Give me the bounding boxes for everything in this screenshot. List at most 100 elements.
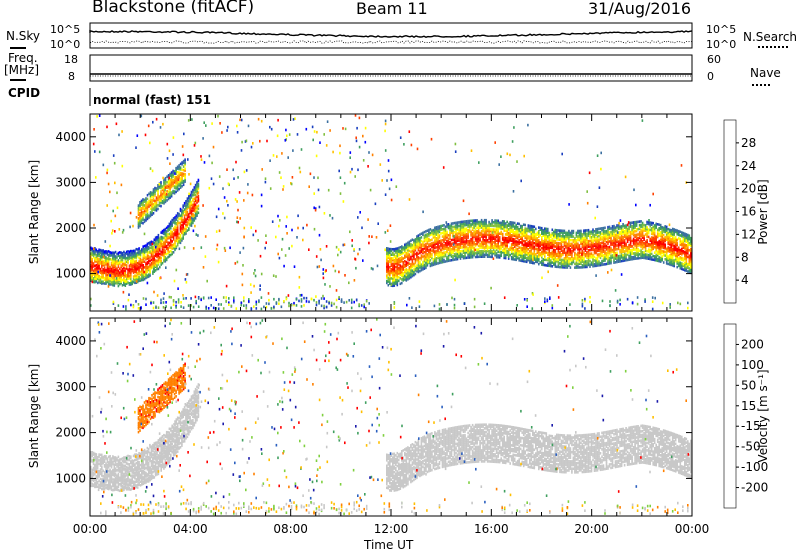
scatter-cell xyxy=(434,257,436,261)
scatter-cell xyxy=(602,246,605,250)
scatter-cell xyxy=(566,264,569,267)
scatter-cell xyxy=(172,175,174,178)
scatter-cell xyxy=(170,233,172,237)
scatter-cell xyxy=(592,248,594,252)
scatter-cell xyxy=(470,248,472,252)
scatter-cell xyxy=(661,231,663,235)
scatter-cell xyxy=(578,231,581,235)
scatter-cell xyxy=(547,264,549,267)
scatter-cell xyxy=(462,235,465,238)
scatter-cell xyxy=(590,248,593,252)
scatter-cell xyxy=(95,273,98,276)
scatter-cell xyxy=(541,252,543,255)
scatter-cell xyxy=(483,255,486,258)
scatter-cell xyxy=(416,257,418,260)
scatter-cell xyxy=(120,273,122,277)
scatter-cell xyxy=(145,209,147,213)
scatter-cell xyxy=(107,263,110,266)
scatter-cell xyxy=(598,234,600,238)
scatter-cell xyxy=(512,237,514,241)
scatter-cell xyxy=(690,256,692,260)
scatter-cell xyxy=(474,242,477,246)
scatter-cell xyxy=(147,261,150,265)
scatter-cell xyxy=(139,257,142,261)
scatter-cell xyxy=(690,267,692,271)
scatter-cell xyxy=(566,258,569,262)
scatter-cell xyxy=(687,264,689,268)
scatter-cell xyxy=(92,273,95,276)
scatter-cell xyxy=(563,235,566,238)
scatter-cell xyxy=(124,280,127,284)
scatter-cell xyxy=(151,206,153,209)
scatter-cell xyxy=(135,259,138,263)
scatter-cell xyxy=(667,233,669,236)
scatter-cell xyxy=(145,264,147,267)
scatter-cell xyxy=(197,183,200,186)
scatter-cell xyxy=(398,257,400,261)
scatter-cell xyxy=(449,250,451,253)
scatter-cell xyxy=(470,239,472,243)
scatter-cell xyxy=(553,232,555,235)
scatter-cell xyxy=(405,275,408,278)
scatter-cell xyxy=(196,188,198,192)
scatter-cell xyxy=(177,298,180,301)
scatter-cell xyxy=(643,229,645,232)
scatter-cell xyxy=(152,206,155,210)
scatter-cell xyxy=(145,248,147,252)
scatter-cell xyxy=(437,227,439,230)
scatter-cell xyxy=(482,251,484,255)
scatter-cell xyxy=(197,198,200,202)
scatter-cell xyxy=(538,240,540,244)
scatter-cell xyxy=(465,232,468,236)
scatter-cell xyxy=(506,231,508,235)
scatter-cell xyxy=(625,235,627,238)
scatter-cell xyxy=(465,256,468,260)
scatter-cell xyxy=(530,226,533,230)
scatter-cell xyxy=(527,244,530,247)
scatter-cell xyxy=(673,253,675,257)
scatter-cell xyxy=(120,275,122,278)
scatter-cell xyxy=(656,252,659,255)
scatter-cell xyxy=(592,244,594,248)
scatter-cell xyxy=(127,277,129,281)
scatter-cell xyxy=(690,251,692,255)
scatter-cell xyxy=(161,242,164,246)
scatter-cell xyxy=(423,263,426,267)
scatter-cell xyxy=(593,248,596,251)
scatter-cell xyxy=(611,234,614,237)
scatter-cell xyxy=(150,263,153,266)
scatter-cell xyxy=(655,244,657,248)
scatter-cell xyxy=(506,246,508,249)
scatter-cell xyxy=(671,264,674,267)
scatter-cell xyxy=(123,264,125,267)
scatter-cell xyxy=(629,225,632,228)
scatter-cell xyxy=(676,243,678,247)
scatter-cell xyxy=(548,244,551,248)
scatter-cell xyxy=(462,227,465,231)
scatter-cell xyxy=(194,190,197,194)
scatter-cell xyxy=(504,233,507,236)
scatter-cell xyxy=(538,251,540,255)
scatter-cell xyxy=(146,212,149,215)
scatter-cell xyxy=(659,227,662,231)
scatter-cell xyxy=(688,258,691,261)
scatter-cell xyxy=(163,200,165,203)
scatter-cell xyxy=(494,222,496,226)
scatter-cell xyxy=(94,260,96,263)
scatter-cell xyxy=(398,248,400,252)
scatter-cell xyxy=(604,250,606,253)
scatter-cell xyxy=(659,223,662,227)
scatter-cell xyxy=(99,260,102,263)
scatter-cell xyxy=(471,219,474,222)
scatter-cell xyxy=(135,274,138,277)
scatter-cell xyxy=(142,255,144,259)
freq-panel xyxy=(89,54,693,82)
scatter-cell xyxy=(571,255,573,258)
scatter-cell xyxy=(518,246,520,249)
scatter-cell xyxy=(483,238,486,242)
scatter-cell xyxy=(506,220,508,224)
scatter-cell xyxy=(674,247,677,250)
scatter-cell xyxy=(524,256,526,260)
scatter-cell xyxy=(420,236,423,239)
scatter-cell xyxy=(559,256,561,260)
